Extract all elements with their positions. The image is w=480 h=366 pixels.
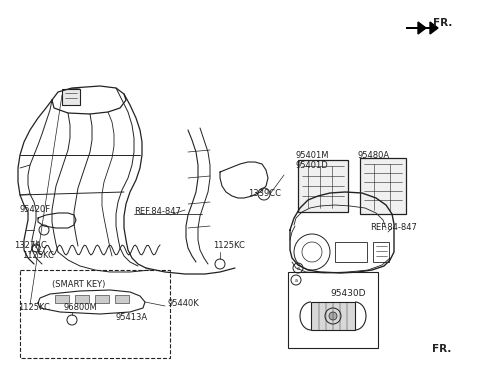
Bar bbox=[55, 295, 69, 303]
Text: 96800M: 96800M bbox=[63, 303, 97, 311]
Text: 1125KC: 1125KC bbox=[18, 303, 50, 311]
Text: (SMART KEY): (SMART KEY) bbox=[52, 280, 106, 290]
Text: REF.84-847: REF.84-847 bbox=[134, 206, 181, 216]
Bar bbox=[335, 242, 367, 262]
Bar bbox=[288, 272, 378, 348]
Bar bbox=[62, 89, 80, 105]
Text: 95440K: 95440K bbox=[167, 299, 199, 309]
Text: FR.: FR. bbox=[433, 18, 452, 28]
Text: 95401D: 95401D bbox=[296, 161, 329, 171]
Text: a: a bbox=[297, 265, 300, 270]
Bar bbox=[20, 270, 170, 358]
Bar bbox=[298, 160, 348, 212]
Polygon shape bbox=[418, 22, 438, 34]
Text: 95420F: 95420F bbox=[20, 205, 51, 214]
Bar bbox=[115, 295, 129, 303]
Bar bbox=[360, 158, 406, 214]
Bar bbox=[75, 295, 89, 303]
Text: 1339CC: 1339CC bbox=[248, 188, 281, 198]
Text: a: a bbox=[295, 277, 298, 283]
Text: 95480A: 95480A bbox=[358, 150, 390, 160]
Text: 1125KC: 1125KC bbox=[22, 250, 54, 259]
Text: 1125KC: 1125KC bbox=[213, 242, 245, 250]
Text: 95413A: 95413A bbox=[115, 314, 147, 322]
Text: FR.: FR. bbox=[432, 344, 451, 354]
Circle shape bbox=[329, 312, 337, 320]
Text: REF.84-847: REF.84-847 bbox=[370, 224, 417, 232]
Text: 95430D: 95430D bbox=[330, 290, 365, 299]
Bar bbox=[311, 302, 355, 330]
Bar bbox=[95, 295, 109, 303]
Polygon shape bbox=[406, 22, 426, 34]
Bar bbox=[373, 242, 389, 262]
Text: 95401M: 95401M bbox=[296, 152, 329, 161]
Text: 1327AC: 1327AC bbox=[14, 240, 47, 250]
